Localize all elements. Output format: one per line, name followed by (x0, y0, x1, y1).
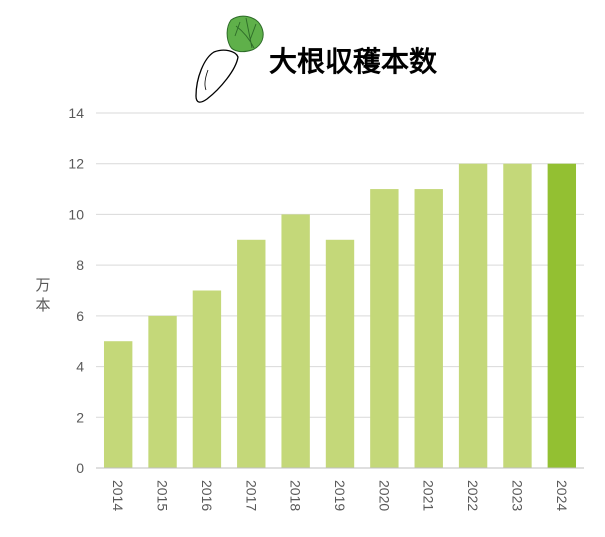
y-tick-label: 0 (76, 460, 84, 476)
x-tick-label: 2023 (509, 480, 525, 511)
bar-2020 (370, 189, 399, 469)
bar-2019 (325, 239, 355, 468)
y-tick-label: 10 (68, 206, 84, 222)
bar-2016 (192, 290, 222, 468)
y-tick-label: 14 (68, 105, 84, 121)
x-axis: 2014 2015 2016 2017 2018 2019 2020 2021 2022 2023… (110, 480, 570, 511)
bar-2022 (458, 163, 488, 468)
bar-2017 (237, 239, 266, 468)
x-tick-label: 2024 (554, 480, 570, 511)
daikon-radish-icon (195, 15, 264, 103)
bar-2023 (503, 163, 532, 468)
chart-title: 大根収穫本数 (269, 45, 438, 78)
bars (103, 163, 577, 469)
y-tick-label: 2 (76, 409, 84, 425)
x-tick-label: 2014 (110, 480, 126, 511)
y-axis-label: 万本 (35, 276, 50, 314)
x-tick-label: 2022 (465, 480, 481, 511)
y-tick-label: 12 (68, 156, 84, 172)
x-tick-label: 2017 (243, 480, 259, 511)
bar-2014 (103, 341, 133, 468)
x-tick-label: 2020 (376, 480, 392, 511)
x-tick-label: 2016 (199, 480, 215, 511)
bar-2021 (414, 189, 443, 469)
bar-2015 (148, 315, 177, 468)
y-axis: 0 2 4 6 8 10 12 14 (68, 105, 84, 476)
x-tick-label: 2015 (155, 480, 171, 511)
bar-2024 (547, 163, 577, 468)
x-tick-label: 2019 (332, 480, 348, 511)
x-tick-label: 2021 (421, 480, 437, 511)
y-tick-label: 6 (76, 308, 84, 324)
y-tick-label: 4 (76, 359, 84, 375)
bar-2018 (281, 214, 310, 468)
y-tick-label: 8 (76, 257, 84, 273)
x-tick-label: 2018 (288, 480, 304, 511)
